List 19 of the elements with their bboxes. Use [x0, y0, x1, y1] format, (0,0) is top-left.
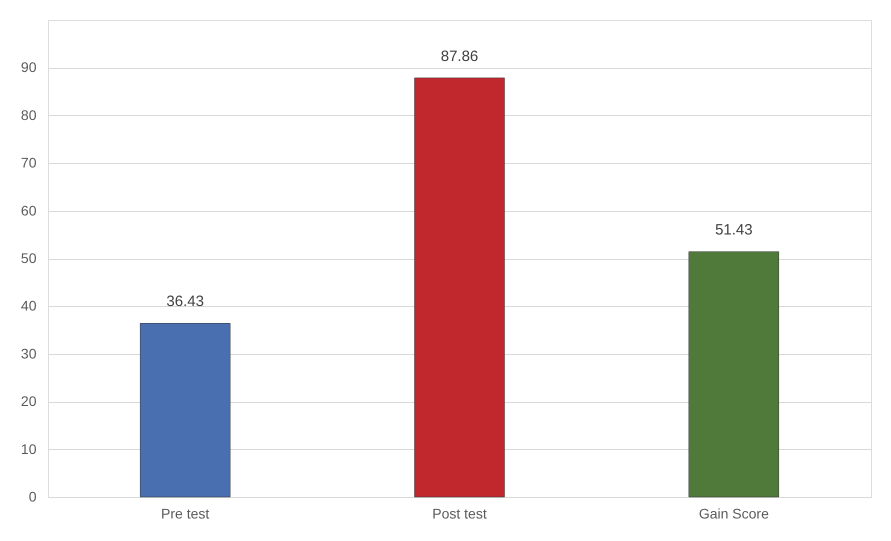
- y-tick-label: 20: [20, 393, 37, 410]
- x-tick-label: Gain Score: [698, 506, 770, 522]
- x-tick-label: Pre test: [161, 506, 210, 522]
- y-tick-label: 30: [20, 345, 37, 362]
- x-tick-label: Post test: [432, 506, 487, 522]
- y-tick-label: 70: [20, 154, 37, 171]
- data-label: 36.43: [166, 293, 204, 310]
- y-tick-label: 60: [20, 202, 37, 218]
- y-tick-label: 40: [20, 298, 37, 314]
- y-tick-label: 90: [20, 59, 37, 76]
- y-tick-label: 10: [20, 440, 37, 457]
- y-tick-label: 50: [20, 250, 37, 266]
- bar: [414, 78, 505, 498]
- y-tick-label: 80: [20, 106, 37, 123]
- y-tick-label: 0: [28, 488, 37, 504]
- bar: [140, 322, 230, 498]
- data-label: 51.43: [715, 222, 753, 239]
- bar: [688, 251, 780, 498]
- data-label: 87.86: [440, 48, 478, 65]
